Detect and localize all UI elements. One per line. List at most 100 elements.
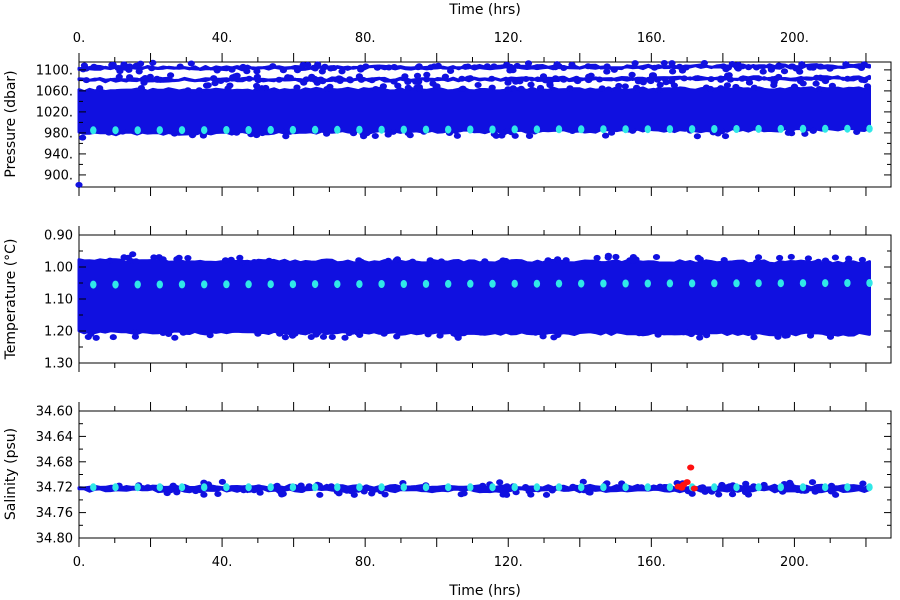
pressure-data-point (723, 82, 732, 89)
temperature-data-point (593, 254, 601, 261)
pressure-data-point (105, 129, 113, 136)
pressure-data-point (769, 76, 777, 83)
pressure-cyan-data-point (467, 125, 474, 134)
pressure-data-point (243, 68, 251, 75)
temperature-cyan-data-point (533, 279, 541, 288)
salinity-y-tick-label: 34.80 (36, 532, 73, 547)
pressure-cyan-data-point (356, 125, 363, 134)
salinity-data-point (697, 484, 705, 491)
temperature-data-point (250, 259, 258, 265)
pressure-y-tick-label: 1100. (36, 63, 73, 78)
bottom-x-tick-label: 0. (73, 555, 85, 570)
pressure-data-point (360, 133, 368, 140)
pressure-cyan-data-point (844, 124, 851, 133)
salinity-y-tick-label: 34.76 (36, 506, 73, 521)
pressure-data-point (412, 78, 420, 85)
pressure-data-point (199, 132, 207, 139)
temperature-data-point (460, 330, 468, 337)
pressure-data-point (75, 181, 83, 188)
temperature-data-point (774, 333, 782, 340)
salinity-panel: 34.60 34.64 34.68 34.72 34.76 34.800. 40. 80. 12… (36, 402, 892, 570)
pressure-data-point (536, 84, 545, 91)
pressure-cyan-data-point (733, 125, 740, 133)
pressure-data-point (790, 83, 799, 90)
salinity-cyan-data-point (178, 483, 186, 492)
temperature-cyan-data-point (245, 280, 252, 289)
pressure-data-point (584, 63, 592, 70)
pressure-data-point (338, 68, 346, 75)
temperature-data-point (687, 331, 695, 338)
pressure-data-point (293, 67, 302, 74)
pressure-data-point (233, 129, 241, 136)
pressure-cyan-data-point (334, 125, 341, 134)
bottom-x-tick-label: 160. (637, 555, 666, 570)
temperature-cyan-data-point (578, 279, 585, 288)
salinity-data-point (656, 483, 664, 490)
temperature-data-point (380, 330, 388, 337)
temperature-y-tick-label: 1.20 (44, 325, 73, 340)
pressure-data-point (524, 60, 533, 67)
temperature-cyan-data-point (666, 279, 674, 288)
pressure-data-point (797, 78, 805, 85)
pressure-data-point (649, 72, 658, 79)
temperature-data-point (409, 258, 417, 265)
top-x-tick-label: 160. (637, 31, 666, 46)
pressure-data-point (321, 63, 329, 70)
pressure-data-point (504, 79, 512, 86)
pressure-data-point (568, 128, 577, 134)
pressure-cyan-data-point (245, 126, 252, 134)
pressure-data-point (653, 76, 662, 83)
pressure-y-tick-label: 900. (44, 168, 73, 183)
salinity-cyan-data-point (844, 483, 851, 492)
pressure-data-point (188, 132, 197, 139)
temperature-cyan-data-point (822, 279, 829, 288)
pressure-data-point (368, 77, 376, 84)
temperature-data-point (236, 254, 244, 261)
pressure-data-point (693, 133, 702, 140)
pressure-panel: 900. 940. 980. 1020. 1060. 1100. 0. 40. 80. 120. 1… (36, 31, 892, 196)
temperature-data-point (159, 330, 167, 336)
pressure-data-point (404, 79, 412, 85)
pressure-cyan-data-point (489, 125, 496, 134)
pressure-data-point (602, 132, 610, 139)
temperature-cyan-data-point (688, 279, 696, 288)
pressure-data-point (788, 63, 796, 70)
pressure-data-point (734, 61, 742, 68)
pressure-data-point (423, 71, 431, 78)
pressure-data-point (441, 73, 449, 80)
salinity-y-tick-label: 34.60 (36, 405, 73, 420)
pressure-data-point (253, 68, 261, 75)
temperature-data-point (635, 330, 643, 337)
pressure-data-point (114, 65, 122, 71)
temperature-data-point (437, 258, 445, 265)
pressure-cyan-data-point (711, 125, 718, 133)
salinity-data-point (277, 489, 285, 495)
temperature-data-point (165, 331, 173, 337)
salinity-cyan-data-point (90, 483, 97, 492)
pressure-data-point (176, 63, 184, 70)
temperature-cyan-data-point (777, 279, 784, 288)
pressure-data-point (459, 85, 467, 92)
pressure-data-point (490, 63, 498, 70)
salinity-data-point (327, 483, 335, 490)
temperature-cyan-data-point (334, 280, 341, 289)
top-x-tick-label: 40. (212, 31, 233, 46)
temperature-data-point (179, 329, 187, 336)
bottom-x-tick-label: 80. (355, 555, 376, 570)
salinity-data-point (503, 483, 511, 490)
salinity-cyan-data-point (489, 483, 496, 492)
pressure-data-point (318, 68, 326, 75)
temperature-data-point (124, 254, 132, 261)
pressure-marks (75, 59, 873, 188)
pressure-cyan-data-point (311, 125, 319, 134)
salinity-cyan-data-point (267, 483, 274, 492)
temperature-data-point (450, 330, 458, 337)
pressure-data-point (470, 64, 479, 71)
pressure-data-point (447, 68, 455, 74)
pressure-data-point (843, 75, 852, 82)
pressure-data-point (254, 84, 262, 91)
pressure-data-point (286, 74, 294, 81)
pressure-data-point (326, 83, 334, 90)
salinity-data-point (786, 479, 794, 486)
